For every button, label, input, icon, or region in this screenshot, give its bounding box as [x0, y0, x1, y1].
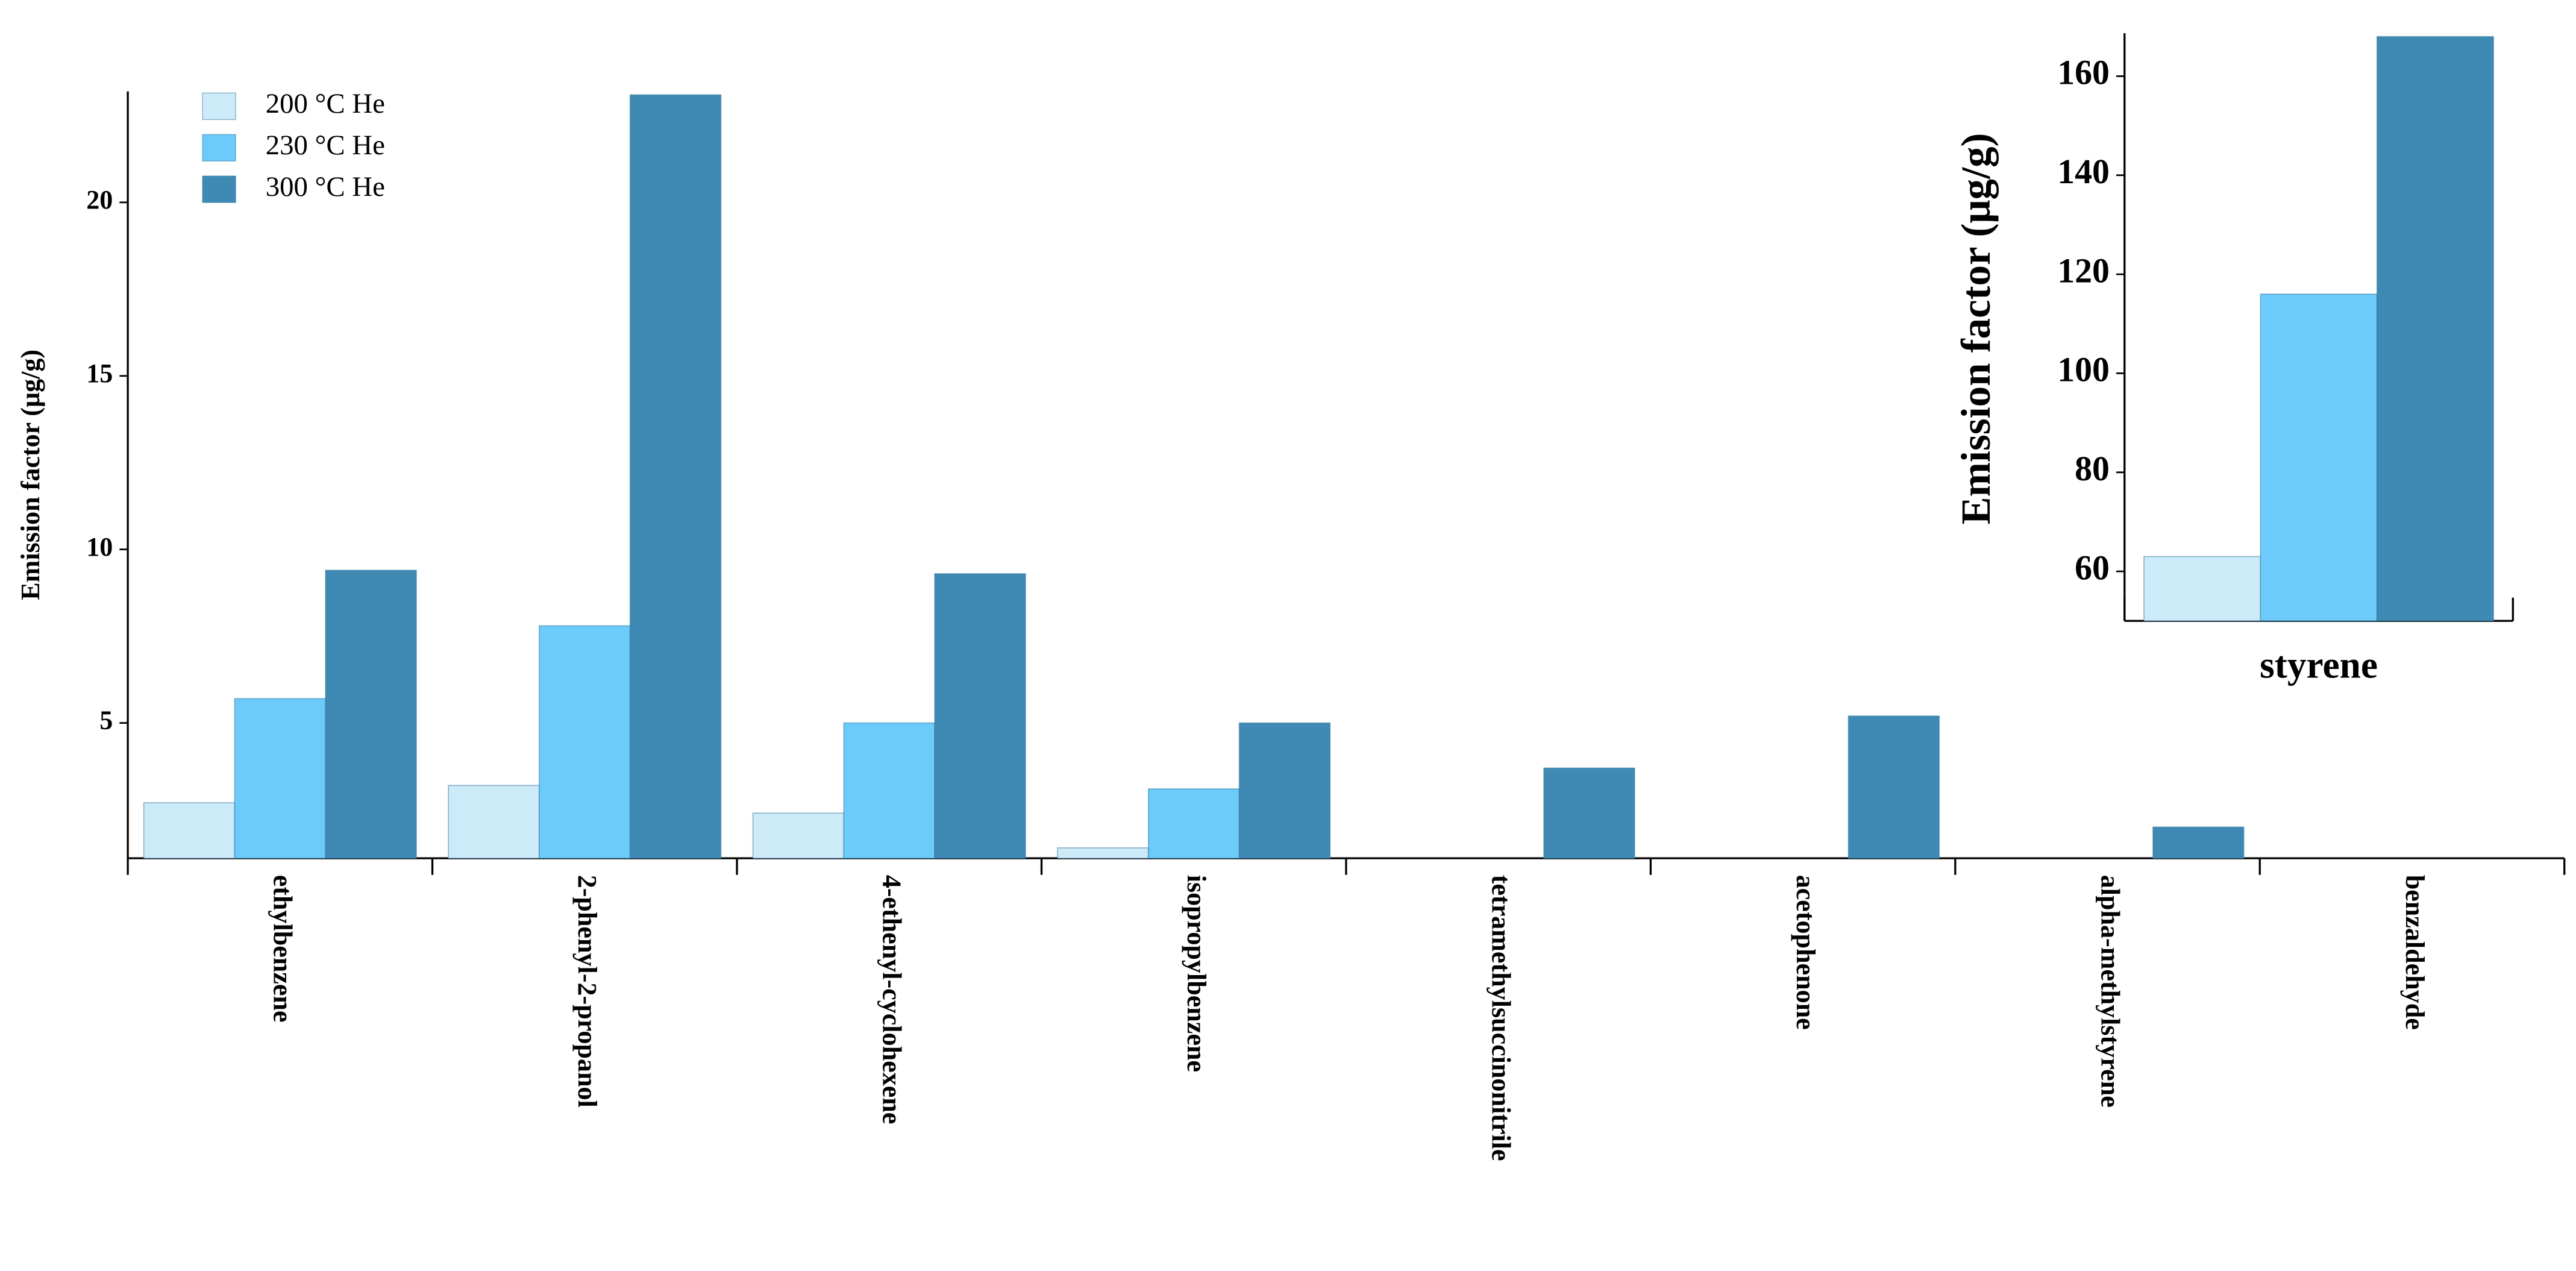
bar — [448, 785, 540, 859]
legend-swatch — [202, 175, 236, 203]
bar — [2260, 293, 2378, 622]
legend-label: 200 °C He — [266, 88, 385, 119]
x-tick-label: 2-phenyl-2-propanol — [572, 875, 602, 1108]
legend-label: 300 °C He — [266, 171, 385, 202]
bar — [2376, 36, 2494, 622]
x-tick-label: isopropylbenzene — [1182, 875, 1211, 1072]
bar — [143, 802, 236, 859]
bar — [2143, 556, 2261, 622]
y-tick-label: 60 — [2075, 548, 2110, 587]
bar — [752, 812, 845, 859]
x-tick-label: tetramethylsuccinonitrile — [1487, 875, 1516, 1161]
y-tick-label: 120 — [2057, 251, 2110, 290]
bar — [629, 94, 722, 859]
x-tick-label: acetophenone — [1791, 875, 1820, 1030]
y-tick-label: 140 — [2057, 152, 2110, 191]
y-axis-label: Emission factor (μg/g) — [1953, 133, 1999, 525]
y-tick-label: 15 — [86, 359, 113, 388]
x-tick-label: alpha-methylstyrene — [2095, 875, 2125, 1108]
y-tick-label: 5 — [99, 706, 113, 735]
y-tick-label: 20 — [86, 185, 113, 215]
bar — [234, 698, 327, 859]
bar — [1057, 847, 1149, 859]
y-tick-label: 160 — [2057, 53, 2110, 92]
bar — [1847, 715, 1940, 859]
x-tick-label: benzaldehyde — [2400, 875, 2430, 1030]
bar — [1543, 767, 1635, 859]
y-tick-label: 80 — [2075, 449, 2110, 488]
bar — [843, 722, 935, 859]
y-axis-label: Emission factor (μg/g) — [16, 350, 45, 600]
x-tick-label: ethylbenzene — [268, 875, 298, 1023]
y-tick-label: 10 — [86, 532, 113, 562]
bar — [539, 625, 631, 859]
bar — [1147, 788, 1240, 859]
x-tick-label: styrene — [2260, 644, 2378, 686]
y-tick-label: 100 — [2057, 350, 2110, 389]
legend-swatch — [202, 92, 236, 121]
bar — [2152, 826, 2245, 859]
x-tick-label: 4-ethenyl-cyclohexene — [877, 875, 907, 1125]
legend-swatch — [202, 134, 236, 162]
legend-label: 230 °C He — [266, 130, 385, 161]
bar — [325, 570, 417, 859]
bar — [1238, 722, 1331, 859]
bar — [934, 573, 1026, 859]
